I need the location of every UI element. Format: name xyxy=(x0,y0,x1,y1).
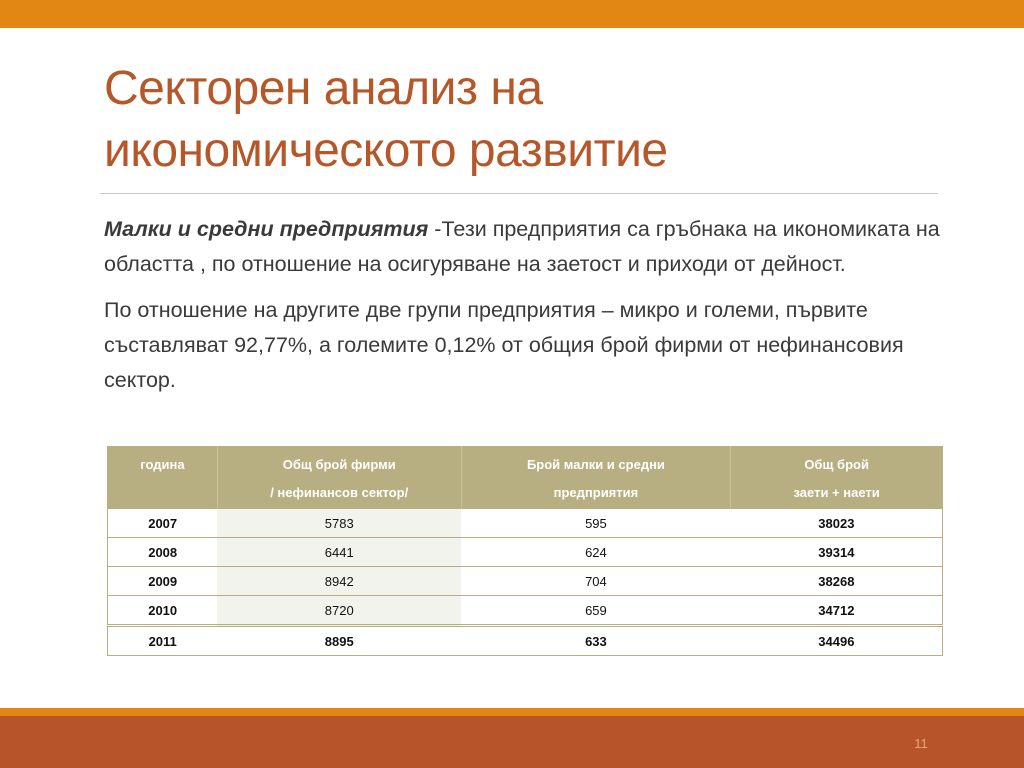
header-total-firms-line1: Общ брой фирми xyxy=(282,457,396,472)
cell-employed: 39314 xyxy=(730,537,943,567)
cell-sme-count: 659 xyxy=(461,595,731,626)
table-row: 2007 5783 595 38023 xyxy=(107,508,943,538)
cell-year: 2008 xyxy=(107,537,218,567)
title-line-2: икономическото развитие xyxy=(104,124,668,177)
cell-year: 2011 xyxy=(107,624,218,656)
header-sme-count: Брой малки и средни предприятия xyxy=(461,446,732,509)
cell-total-firms: 5783 xyxy=(217,508,462,538)
cell-year: 2009 xyxy=(107,566,218,596)
table-row: 2011 8895 633 34496 xyxy=(107,624,943,656)
header-year: година xyxy=(107,446,218,509)
cell-total-firms: 8720 xyxy=(217,595,462,626)
header-total-firms-line2: / нефинансов сектор/ xyxy=(270,485,409,500)
header-employed: Общ брой заети + наети xyxy=(730,446,943,509)
cell-employed: 38268 xyxy=(730,566,943,596)
cell-sme-count: 624 xyxy=(461,537,731,567)
header-employed-line1: Общ брой xyxy=(804,457,869,472)
cell-employed: 34496 xyxy=(730,624,943,656)
sme-table: година Общ брой фирми / нефинансов секто… xyxy=(107,446,943,656)
slide-body: Малки и средни предприятия -Тези предпри… xyxy=(104,212,944,409)
header-year-label: година xyxy=(140,457,185,472)
cell-employed: 38023 xyxy=(730,508,943,538)
table-row: 2008 6441 624 39314 xyxy=(107,537,943,567)
paragraph-1: Малки и средни предприятия -Тези предпри… xyxy=(104,212,944,282)
cell-year: 2010 xyxy=(107,595,218,626)
footer-bar xyxy=(0,716,1024,768)
cell-total-firms: 8895 xyxy=(217,624,462,656)
cell-sme-count: 704 xyxy=(461,566,731,596)
table-row: 2009 8942 704 38268 xyxy=(107,566,943,596)
top-accent-bar xyxy=(0,0,1024,28)
slide-title: Секторен анализ на икономическото развит… xyxy=(104,58,964,182)
cell-total-firms: 6441 xyxy=(217,537,462,567)
table-row: 2010 8720 659 34712 xyxy=(107,595,943,626)
title-divider xyxy=(100,193,938,194)
cell-sme-count: 633 xyxy=(461,624,731,656)
cell-sme-count: 595 xyxy=(461,508,731,538)
header-sme-count-line2: предприятия xyxy=(553,485,639,500)
paragraph-1-text: -Тези предприятия са гръбнака на икономи… xyxy=(104,217,940,276)
paragraph-2: По отношение на другите две групи предпр… xyxy=(104,298,904,392)
table-header-row: година Общ брой фирми / нефинансов секто… xyxy=(107,446,943,509)
cell-year: 2007 xyxy=(107,508,218,538)
header-total-firms: Общ брой фирми / нефинансов сектор/ xyxy=(217,446,462,509)
header-employed-line2: заети + наети xyxy=(793,485,880,500)
cell-total-firms: 8942 xyxy=(217,566,462,596)
footer-accent-line xyxy=(0,708,1024,716)
paragraph-1-lead: Малки и средни предприятия xyxy=(104,217,429,241)
title-line-1: Секторен анализ на xyxy=(104,62,543,115)
page-number: 11 xyxy=(914,736,928,751)
header-sme-count-line1: Брой малки и средни xyxy=(526,457,665,472)
cell-employed: 34712 xyxy=(730,595,943,626)
